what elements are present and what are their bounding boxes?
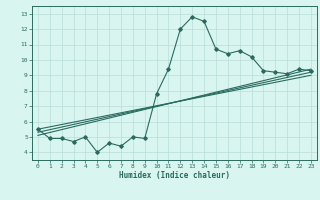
X-axis label: Humidex (Indice chaleur): Humidex (Indice chaleur) [119,171,230,180]
